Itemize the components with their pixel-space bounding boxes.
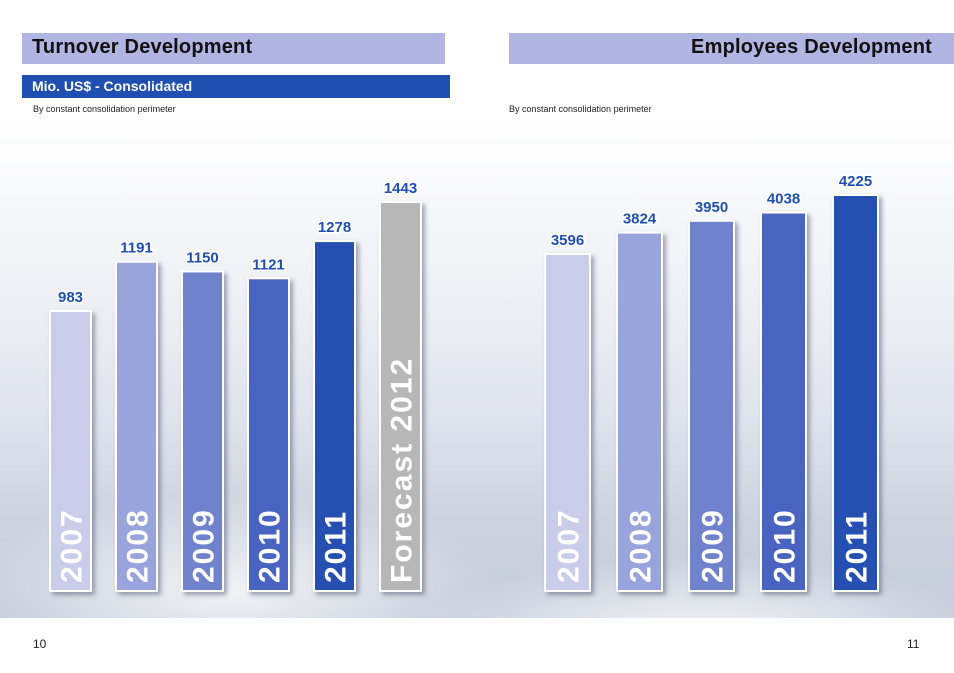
- category-label-2011: 2011: [320, 510, 353, 583]
- bar-2010: [247, 277, 290, 592]
- bar-2007: [544, 253, 591, 592]
- bar-2011: [313, 240, 356, 592]
- value-label-2008: 3824: [623, 211, 657, 228]
- category-label-2008: 2008: [625, 508, 658, 583]
- category-label-2009: 2009: [697, 508, 730, 583]
- value-label-2010: 4038: [767, 191, 800, 208]
- category-label-2007: 2007: [56, 508, 89, 583]
- turnover-chart: 983 2007 1191 2008 1150 2009 1121 2010 1278 2011 1…: [49, 179, 422, 592]
- turnover-subtitle: Mio. US$ - Consolidated: [32, 78, 193, 94]
- bar-forecast-2012: [379, 201, 422, 592]
- category-label-forecast-2012: Forecast 2012: [386, 357, 419, 583]
- bar-2011: [832, 194, 879, 592]
- page-number-right: 11: [907, 637, 920, 651]
- category-label-2011: 2011: [841, 510, 874, 583]
- category-label-2010: 2010: [769, 508, 802, 583]
- bar-2010: [760, 211, 807, 593]
- value-label-2007: 3596: [551, 232, 584, 249]
- turnover-subtitle-bar: Mio. US$ - Consolidated: [22, 75, 450, 98]
- value-label-2007: 983: [58, 289, 83, 306]
- bar-2009: [181, 270, 224, 592]
- bar-2008: [616, 231, 663, 592]
- employees-title: Employees Development: [691, 36, 932, 58]
- category-label-2010: 2010: [254, 508, 287, 583]
- category-label-2009: 2009: [188, 508, 221, 583]
- category-label-2007: 2007: [553, 508, 586, 583]
- turnover-title: Turnover Development: [32, 36, 253, 58]
- employees-panel: Employees Development By constant consol…: [477, 0, 954, 673]
- bar-2008: [115, 260, 158, 592]
- value-label-forecast-2012: 1443: [384, 180, 417, 197]
- page-number-left: 10: [33, 637, 47, 651]
- value-label-2011: 4225: [839, 173, 872, 190]
- bar-2009: [688, 219, 735, 592]
- value-label-2009: 3950: [695, 199, 728, 216]
- turnover-title-bar: Turnover Development: [22, 33, 445, 64]
- bar-2007: [49, 310, 92, 592]
- value-label-2008: 1191: [120, 240, 153, 257]
- value-label-2010: 1121: [252, 256, 285, 273]
- employees-chart: 3596 2007 3824 2008 3950 2009 4038 2010 4225 2011: [544, 172, 879, 593]
- value-label-2009: 1150: [186, 249, 219, 266]
- turnover-note: By constant consolidation perimeter: [33, 104, 176, 114]
- turnover-panel: Turnover Development Mio. US$ - Consolid…: [22, 33, 450, 651]
- value-label-2011: 1278: [318, 219, 351, 236]
- category-label-2008: 2008: [122, 508, 155, 583]
- employees-note: By constant consolidation perimeter: [509, 104, 652, 114]
- employees-title-bar: Employees Development: [509, 33, 954, 64]
